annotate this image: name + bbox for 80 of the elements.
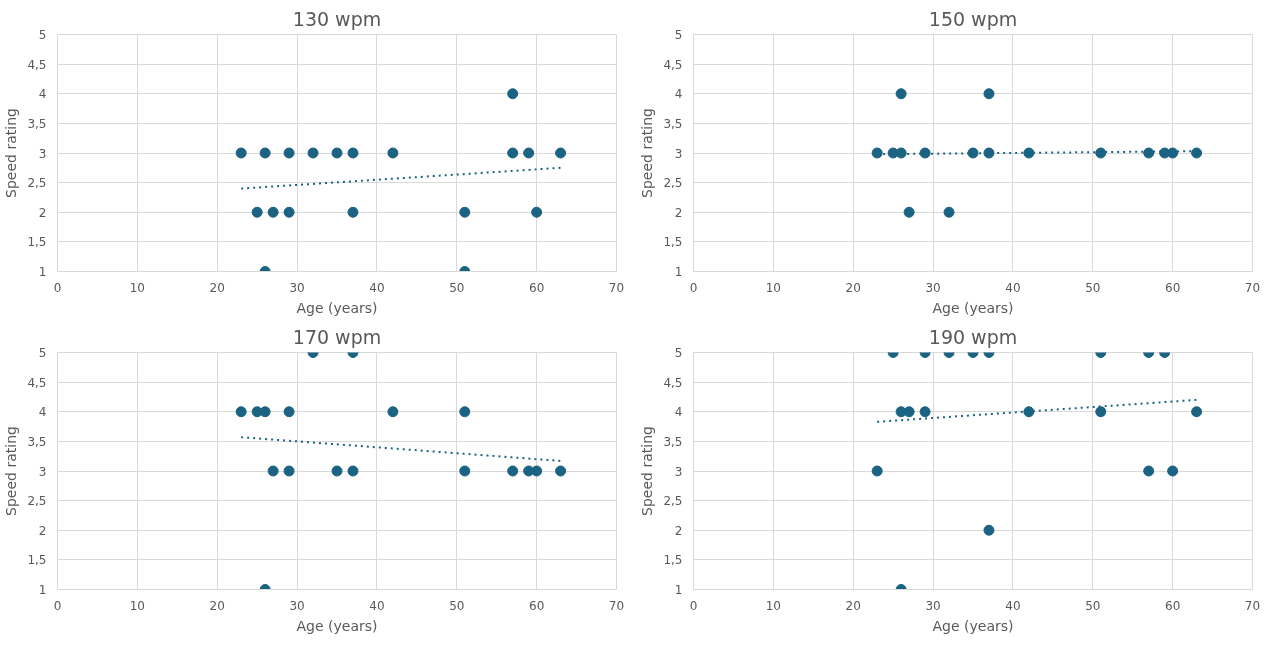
x-tick-label: 40 [369,280,385,295]
y-tick-label: 4,5 [27,57,47,72]
y-tick-label: 2 [674,205,683,220]
x-tick-label: 70 [1244,598,1261,613]
y-tick-label: 5 [674,28,683,42]
x-tick-label: 40 [1005,598,1021,613]
y-tick-label: 2 [38,523,47,538]
y-tick-label: 3 [674,464,683,479]
y-tick-label: 4,5 [663,375,683,390]
y-tick-label: 3,5 [663,116,683,131]
y-tick-label: 3,5 [27,116,47,131]
y-tick-label: 3 [38,464,47,479]
x-tick-label: 0 [53,280,62,295]
y-tick-label: 4,5 [663,57,683,72]
x-axis-title: Age (years) [932,617,1014,634]
y-tick-label: 3,5 [663,434,683,449]
x-tick-label: 70 [608,280,625,295]
x-tick-label: 20 [209,280,225,295]
x-tick-label: 20 [209,598,225,613]
y-tick-label: 2,5 [663,176,683,191]
x-tick-label: 30 [289,598,305,613]
x-tick-label: 20 [845,280,861,295]
x-tick-label: 10 [765,598,781,613]
y-tick-label: 3 [38,146,47,161]
x-tick-label: 10 [129,280,145,295]
x-tick-label: 70 [1244,280,1261,295]
y-tick-label: 2,5 [663,494,683,509]
x-tick-label: 50 [449,598,465,613]
y-tick-label: 1 [674,583,683,597]
y-tick-label: 3 [674,146,683,161]
y-tick-label: 1,5 [663,553,683,568]
x-tick-label: 60 [1165,280,1181,295]
y-tick-label: 2 [38,205,47,220]
x-axis-title: Age (years) [296,299,378,316]
y-tick-label: 2,5 [27,494,47,509]
x-tick-label: 50 [449,280,465,295]
y-tick-label: 4 [674,405,683,420]
x-tick-label: 60 [1165,598,1181,613]
x-tick-label: 50 [1085,598,1101,613]
y-tick-label: 1,5 [27,553,47,568]
y-axis-title: Speed rating [3,108,20,198]
x-tick-label: 10 [129,598,145,613]
x-axis-title: Age (years) [296,617,378,634]
y-tick-label: 5 [674,346,683,360]
x-tick-label: 0 [53,598,62,613]
y-tick-label: 1 [38,265,47,279]
y-tick-label: 2 [674,523,683,538]
y-tick-label: 5 [38,346,47,360]
chart-title: 130 wpm [292,7,382,30]
y-axis-title: Speed rating [639,426,656,516]
x-tick-label: 40 [1005,280,1021,295]
y-tick-label: 4 [674,87,683,102]
y-tick-label: 4,5 [27,375,47,390]
y-tick-label: 4 [38,87,47,102]
y-tick-label: 1,5 [663,235,683,250]
x-tick-label: 30 [289,280,305,295]
y-tick-label: 1 [674,265,683,279]
chart-title: 170 wpm [292,325,382,348]
y-tick-label: 3,5 [27,434,47,449]
chart-title: 150 wpm [928,7,1018,30]
y-tick-label: 1,5 [27,235,47,250]
x-tick-label: 60 [529,280,545,295]
y-tick-label: 1 [38,583,47,597]
y-tick-label: 2,5 [27,176,47,191]
y-tick-label: 4 [38,405,47,420]
x-tick-label: 70 [608,598,625,613]
x-tick-label: 60 [529,598,545,613]
x-tick-label: 10 [765,280,781,295]
x-tick-label: 0 [689,280,698,295]
y-axis-title: Speed rating [3,426,20,516]
x-tick-label: 30 [925,598,941,613]
x-tick-label: 40 [369,598,385,613]
x-axis-title: Age (years) [932,299,1014,316]
x-tick-label: 0 [689,598,698,613]
chart-title: 190 wpm [928,325,1018,348]
y-axis-title: Speed rating [639,108,656,198]
x-tick-label: 20 [845,598,861,613]
y-tick-label: 5 [38,28,47,42]
x-tick-label: 50 [1085,280,1101,295]
x-tick-label: 30 [925,280,941,295]
